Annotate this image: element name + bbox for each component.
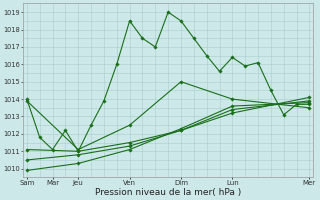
X-axis label: Pression niveau de la mer( hPa ): Pression niveau de la mer( hPa ) [95, 188, 241, 197]
